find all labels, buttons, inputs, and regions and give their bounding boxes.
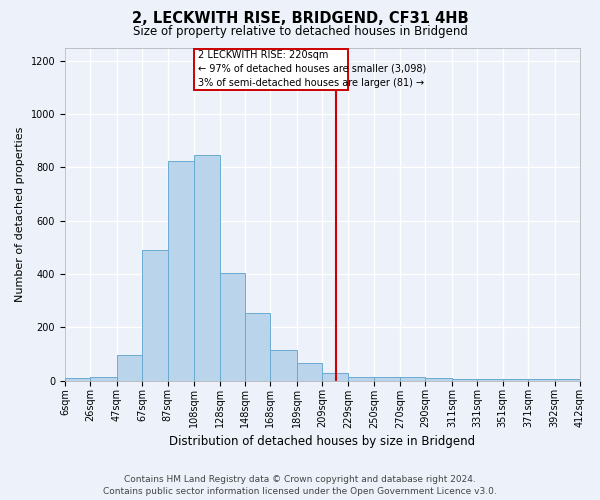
Bar	[167, 160, 194, 380]
Y-axis label: Number of detached properties: Number of detached properties	[15, 126, 25, 302]
Bar	[117, 355, 142, 380]
Bar	[220, 272, 245, 380]
Text: 2, LECKWITH RISE, BRIDGEND, CF31 4HB: 2, LECKWITH RISE, BRIDGEND, CF31 4HB	[131, 11, 469, 26]
Bar	[503, 379, 528, 380]
Bar	[271, 350, 297, 380]
Bar	[554, 379, 580, 380]
Bar	[452, 379, 477, 380]
X-axis label: Distribution of detached houses by size in Bridgend: Distribution of detached houses by size …	[169, 434, 476, 448]
Bar	[142, 250, 167, 380]
Text: Size of property relative to detached houses in Bridgend: Size of property relative to detached ho…	[133, 25, 467, 38]
Bar	[348, 376, 374, 380]
Text: Contains HM Land Registry data © Crown copyright and database right 2024.
Contai: Contains HM Land Registry data © Crown c…	[103, 474, 497, 496]
Bar	[194, 49, 348, 90]
Bar	[65, 378, 90, 380]
Text: 2 LECKWITH RISE: 220sqm
← 97% of detached houses are smaller (3,098)
3% of semi-: 2 LECKWITH RISE: 220sqm ← 97% of detache…	[198, 50, 427, 88]
Bar	[425, 378, 452, 380]
Bar	[194, 156, 220, 380]
Bar	[90, 378, 117, 380]
Bar	[322, 372, 348, 380]
Bar	[245, 312, 271, 380]
Bar	[477, 379, 503, 380]
Bar	[297, 363, 322, 380]
Bar	[374, 376, 400, 380]
Bar	[400, 378, 425, 380]
Bar	[528, 379, 554, 380]
